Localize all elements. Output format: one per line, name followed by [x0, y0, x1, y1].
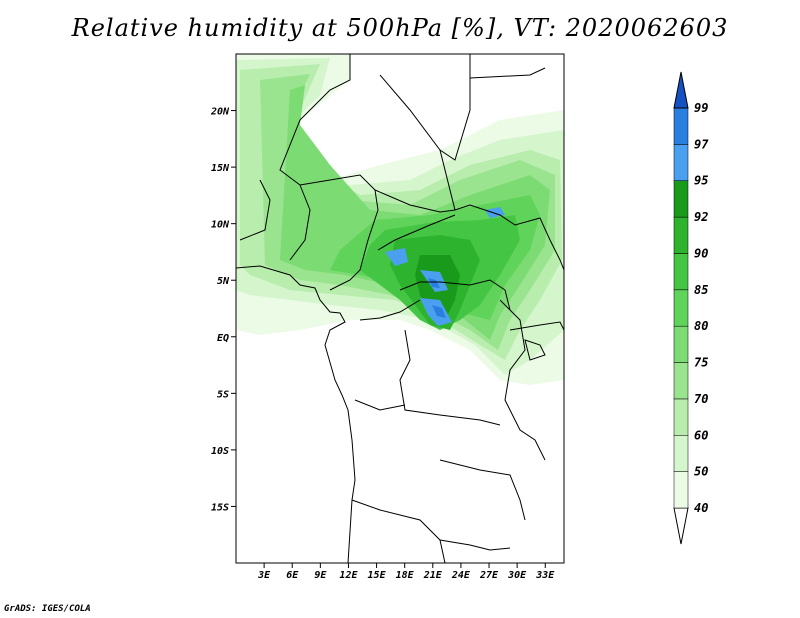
colorbar-level-label: 95 — [694, 174, 708, 188]
colorbar-swatch — [673, 289, 689, 327]
lon-tick-label: 6E — [286, 570, 299, 581]
country-borders — [235, 54, 565, 564]
lon-tick-label: 9E — [314, 570, 327, 581]
colorbar-over-triangle — [673, 71, 689, 109]
colorbar-swatch — [673, 180, 689, 218]
lat-tick-label: 10N — [211, 220, 230, 231]
colorbar-swatch — [673, 325, 689, 363]
colorbar-level-label: 75 — [694, 356, 708, 370]
lat-tick-label: 20N — [210, 107, 230, 118]
colorbar-swatch — [673, 362, 689, 400]
latitude-axis: 20N 15N 10N 5N EQ 5S 10S 15S — [210, 107, 236, 513]
colorbar-level-label: 40 — [694, 501, 708, 515]
colorbar-swatch — [673, 471, 689, 509]
lat-tick-label: EQ — [217, 333, 229, 344]
colorbar-level-label: 70 — [694, 392, 708, 406]
colorbar-swatch — [673, 216, 689, 254]
lon-tick-label: 15E — [368, 570, 387, 581]
colorbar-level-label: 92 — [694, 210, 708, 224]
colorbar-level-label: 90 — [694, 246, 708, 260]
lon-tick-label: 33E — [535, 570, 555, 581]
lat-tick-label: 5N — [217, 276, 230, 287]
chart-title: Relative humidity at 500hPa [%], VT: 202… — [71, 14, 729, 42]
lon-tick-label: 21E — [423, 570, 443, 581]
colorbar-swatch — [673, 253, 689, 291]
lat-tick-label: 15N — [211, 163, 230, 174]
colorbar-level-label: 50 — [694, 465, 708, 479]
colorbar-swatch — [673, 435, 689, 472]
rh-band-97 — [428, 278, 446, 318]
lat-tick-label: 15S — [211, 502, 229, 513]
colorbar-level-label: 60 — [694, 428, 708, 442]
colorbar-swatch — [673, 398, 689, 436]
lon-tick-label: 3E — [257, 570, 271, 581]
colorbar-level-label: 99 — [694, 101, 708, 115]
grads-credit: GrADS: IGES/COLA — [4, 604, 91, 614]
map-frame — [235, 53, 565, 564]
colorbar: 40 50 60 70 75 80 85 90 92 95 97 99 — [673, 71, 709, 545]
colorbar-swatch — [673, 107, 689, 145]
longitude-axis: 3E 6E 9E 12E 15E 18E 21E 24E 27E 30E 33E — [257, 563, 555, 581]
colorbar-swatch — [673, 144, 689, 181]
lon-tick-label: 24E — [451, 570, 471, 581]
colorbar-level-label: 97 — [694, 137, 709, 151]
lon-tick-label: 18E — [396, 570, 415, 581]
lon-tick-label: 27E — [479, 570, 499, 581]
colorbar-level-label: 80 — [694, 319, 708, 333]
lat-tick-label: 5S — [217, 389, 229, 400]
lon-tick-label: 30E — [507, 570, 527, 581]
humidity-field — [236, 54, 564, 385]
lon-tick-label: 12E — [339, 570, 358, 581]
lat-tick-label: 10S — [211, 446, 229, 457]
colorbar-level-label: 85 — [694, 283, 708, 297]
colorbar-under-triangle — [673, 507, 689, 545]
